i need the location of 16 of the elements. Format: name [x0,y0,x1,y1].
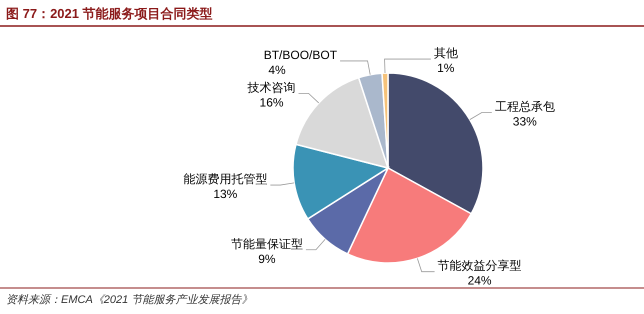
slice-label: 节能效益分享型 [438,258,522,273]
slice-label: 节能量保证型 [230,236,303,251]
data-label: 4% [268,62,286,77]
slice-label: BT/BOO/BOT [264,48,338,62]
slice-label: 其他 [434,46,458,60]
data-label: 24% [468,274,492,288]
slice-label: 技术咨询 [246,80,296,94]
data-label: 33% [512,114,538,129]
slice-label: 能源费用托管型 [183,172,268,186]
slice-label: 工程总承包 [494,100,555,114]
data-label: 9% [258,252,276,266]
data-label: 13% [213,187,238,202]
text: 资料来源：EMCA《2021 节能服务产业发展报告》 [6,293,252,306]
chart-title: 图 77：2021 节能服务项目合同类型 [6,6,213,21]
data-label: 1% [437,61,455,76]
data-label: 16% [260,95,284,110]
